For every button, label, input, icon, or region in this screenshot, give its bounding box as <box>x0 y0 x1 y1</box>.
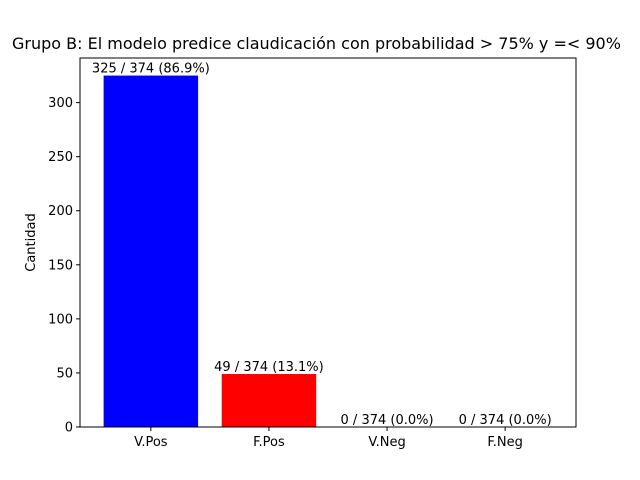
bar-value-label: 325 / 374 (86.9%) <box>92 62 210 77</box>
x-tick-label: V.Neg <box>368 435 405 450</box>
y-tick-label: 250 <box>48 150 73 165</box>
y-tick-label: 50 <box>56 366 73 381</box>
y-axis: 0 50 100 150 200 250 300 <box>48 96 80 436</box>
bar-v-pos <box>103 75 199 428</box>
x-tick-label: F.Pos <box>253 435 285 450</box>
y-tick-label: 100 <box>48 312 73 327</box>
y-axis-label: Cantidad <box>24 213 39 271</box>
bar-value-label: 0 / 374 (0.0%) <box>341 413 434 428</box>
bar-labels-layer: 325 / 374 (86.9%) 49 / 374 (13.1%) 0 / 374… <box>92 62 552 428</box>
chart-title: Grupo B: El modelo predice claudicación … <box>12 34 621 53</box>
y-tick-label: 200 <box>48 204 73 219</box>
x-tick-label: V.Pos <box>134 435 168 450</box>
bar-value-label: 49 / 374 (13.1%) <box>214 360 324 375</box>
y-tick-label: 150 <box>48 258 73 273</box>
bars-layer <box>103 75 317 428</box>
y-tick-label: 0 <box>65 421 73 436</box>
x-tick-label: F.Neg <box>487 435 523 450</box>
plot-area-frame <box>79 57 577 428</box>
bar-value-label: 0 / 374 (0.0%) <box>459 413 552 428</box>
x-axis: V.Pos F.Pos V.Neg F.Neg <box>134 427 523 450</box>
y-tick-label: 300 <box>48 96 73 111</box>
bar-f-pos <box>221 374 317 427</box>
